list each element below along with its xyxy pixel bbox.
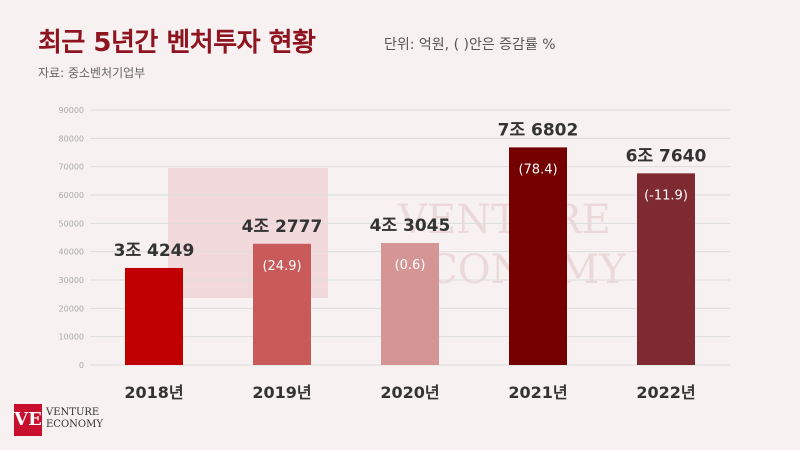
logo-text: VENTURE ECONOMY	[46, 407, 103, 431]
label-layer: 0 10000 20000 30000 40000 50000 60000 70000 8000…	[59, 106, 707, 402]
y-tick-label: 10000	[59, 333, 84, 342]
bar-value-label: 7조 6802	[498, 120, 579, 140]
y-tick-label: 30000	[59, 276, 84, 285]
bar	[637, 173, 695, 365]
bar	[381, 243, 439, 365]
y-tick-label: 20000	[59, 304, 84, 313]
bar-change-label: (24.9)	[262, 259, 301, 274]
x-tick-label: 2020년	[380, 383, 439, 402]
unit-note: 단위: 억원, ( )안은 증감률 %	[384, 37, 556, 53]
y-tick-label: 0	[79, 361, 84, 370]
y-tick-label: 60000	[59, 191, 84, 200]
bar	[509, 147, 567, 365]
page-title: 최근 5년간 벤처투자 현황	[38, 28, 316, 58]
bar-value-label: 3조 4249	[114, 241, 195, 261]
venture-economy-logo: VE VENTURE ECONOMY	[14, 404, 124, 438]
bar	[125, 267, 183, 365]
logo-line-1: VENTURE	[46, 407, 100, 418]
y-tick-label: 90000	[59, 106, 84, 115]
logo-line-2: ECONOMY	[46, 419, 103, 430]
bar-value-label: 4조 3045	[370, 216, 451, 236]
source-note: 자료: 중소벤처기업부	[38, 66, 146, 80]
y-tick-label: 80000	[59, 134, 84, 143]
bar-change-label: (78.4)	[518, 162, 557, 177]
logo-mark: VE	[14, 404, 42, 436]
y-tick-label: 40000	[59, 248, 84, 257]
x-tick-label: 2019년	[252, 383, 311, 402]
bar-value-label: 4조 2777	[242, 217, 323, 237]
bar-change-label: (0.6)	[395, 258, 426, 273]
bar-layer	[125, 147, 695, 365]
bar-value-label: 6조 7640	[626, 146, 707, 166]
y-tick-label: 50000	[59, 219, 84, 228]
bar	[253, 243, 311, 365]
x-tick-label: 2018년	[124, 383, 183, 402]
bar-change-label: (-11.9)	[644, 188, 688, 203]
x-tick-label: 2022년	[636, 383, 695, 402]
y-tick-label: 70000	[59, 163, 84, 172]
x-tick-label: 2021년	[508, 383, 567, 402]
